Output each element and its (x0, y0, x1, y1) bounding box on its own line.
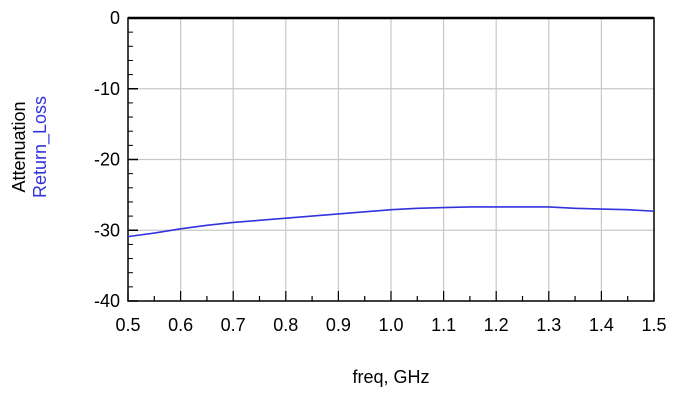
y-tick-label: -30 (94, 220, 120, 240)
x-tick-label: 0.9 (326, 315, 351, 335)
grid-layer (128, 18, 654, 301)
x-tick-label: 1.5 (641, 315, 666, 335)
x-tick-label: 1.0 (378, 315, 403, 335)
series-layer (127, 16, 655, 238)
label-layer: 0.5 0.6 0.7 0.8 0.9 1.0 1.1 1.2 1.3 1.4 1.5 0 -10 -20… (94, 8, 667, 335)
y-tick-label: -10 (94, 79, 120, 99)
x-tick-label: 1.3 (536, 315, 561, 335)
x-tick-label: 0.6 (168, 315, 193, 335)
series-line-return-loss (127, 206, 655, 238)
x-tick-label: 0.8 (273, 315, 298, 335)
x-axis-title: freq, GHz (352, 367, 429, 387)
y-tick-label: 0 (110, 8, 120, 28)
x-tick-label: 1.2 (484, 315, 509, 335)
y-tick-label: -40 (94, 291, 120, 311)
y-axis-title-attenuation: Attenuation (9, 101, 29, 192)
x-tick-label: 0.5 (115, 315, 140, 335)
x-tick-label: 0.7 (221, 315, 246, 335)
x-tick-label: 1.4 (589, 315, 614, 335)
y-axis-title-return-loss: Return_Loss (30, 96, 51, 198)
x-tick-label: 1.1 (431, 315, 456, 335)
y-tick-label: -20 (94, 150, 120, 170)
